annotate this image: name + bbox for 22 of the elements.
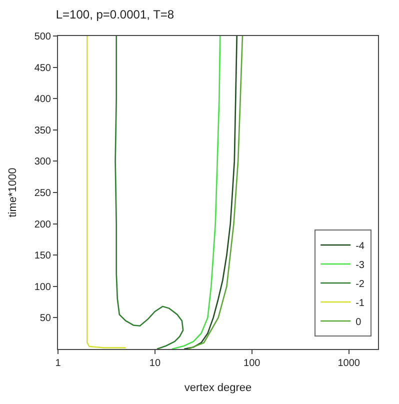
legend-label: -4 <box>356 240 365 252</box>
legend-label: -3 <box>356 260 365 271</box>
y-tick-label: 400 <box>34 94 52 106</box>
chart-title: L=100, p=0.0001, T=8 <box>56 8 174 22</box>
y-tick-label: 100 <box>34 282 52 293</box>
legend-label: 0 <box>356 316 362 328</box>
x-axis-title: vertex degree <box>184 382 252 394</box>
x-tick-label: 100 <box>244 358 261 369</box>
y-tick-label: 350 <box>34 125 52 136</box>
y-tick-label: 150 <box>34 250 52 262</box>
x-tick-label: 1 <box>55 358 62 369</box>
y-tick-label: 450 <box>34 62 52 74</box>
y-axis-title: time*1000 <box>6 168 19 218</box>
y-tick-label: 50 <box>40 313 52 324</box>
legend-label: -2 <box>356 278 365 290</box>
y-tick-label: 500 <box>34 32 52 42</box>
x-tick-label: 1000 <box>338 358 360 369</box>
legend-label: -1 <box>356 298 365 309</box>
y-tick-label: 200 <box>34 219 52 230</box>
y-tick-label: 300 <box>34 156 52 168</box>
x-tick-label: 10 <box>149 358 161 369</box>
y-tick-label: 250 <box>34 188 52 199</box>
